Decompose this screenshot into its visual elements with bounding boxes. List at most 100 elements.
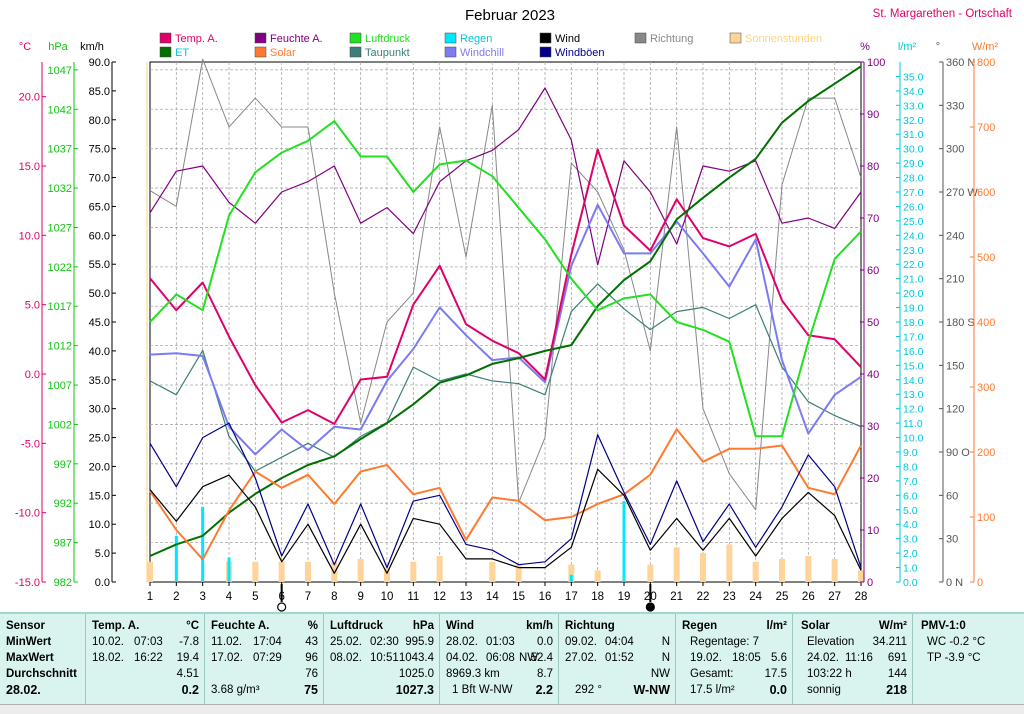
x-tick-label: 15 xyxy=(512,591,525,603)
dir-tick-label: 330 xyxy=(946,100,964,112)
x-tick-label: 3 xyxy=(199,591,205,603)
legend-label-richtung: Richtung xyxy=(650,33,693,45)
pct-tick-label: 50 xyxy=(867,317,879,329)
solar-tick-label: 100 xyxy=(977,512,995,524)
solar-tick-label: 400 xyxy=(977,317,995,329)
temp-max-value: 19.4 xyxy=(176,652,199,664)
direction-max-value: N xyxy=(661,652,670,664)
kmh-tick-label: 25.0 xyxy=(89,433,110,445)
kmh-tick-label: 15.0 xyxy=(89,490,110,502)
x-tick-label: 11 xyxy=(407,591,419,603)
rain-tick-label: 13.0 xyxy=(903,389,924,401)
rain-tick-label: 31.0 xyxy=(903,129,924,141)
dir-unit-label: ° xyxy=(936,41,940,53)
solar-max-date: 24.02. xyxy=(807,652,839,664)
wind-header: Wind xyxy=(446,620,474,632)
x-tick-label: 21 xyxy=(670,591,683,603)
humidity-max-time: 07:29 xyxy=(253,652,282,664)
rain-tick-label: 22.0 xyxy=(903,259,924,271)
rain-stats: Regen l/m² Regentage: 7 19.02. 18:05 5.6 Ge… xyxy=(676,614,793,706)
temp-tick-label: 15.0 xyxy=(19,161,40,173)
pressure-max-value: 1043.4 xyxy=(398,652,434,664)
kmh-tick-label: 80.0 xyxy=(89,115,110,127)
dir-tick-label: 30 xyxy=(946,534,958,546)
rain-max-time: 18:05 xyxy=(732,652,761,664)
dir-tick-label: 180 S xyxy=(946,317,975,329)
hpa-tick-label: 987 xyxy=(54,538,72,550)
bar-regen-day-4 xyxy=(227,557,231,582)
wind-max-direction: NW xyxy=(519,652,539,664)
legend-swatch-windchill xyxy=(444,46,457,58)
dir-tick-label: 60 xyxy=(946,490,958,502)
rain-tick-label: 4.0 xyxy=(903,519,918,531)
kmh-tick-label: 5.0 xyxy=(95,548,110,560)
legend-swatch-et xyxy=(159,46,172,58)
temp-tick-label: 20.0 xyxy=(19,92,40,104)
direction-min-value: N xyxy=(661,636,670,648)
rain-tick-label: 24.0 xyxy=(903,230,924,242)
hpa-tick-label: 1032 xyxy=(48,183,72,195)
legend-label-regen: Regen xyxy=(460,33,492,45)
hpa-tick-label: 1012 xyxy=(48,341,72,353)
pmv-header: PMV-1:0 xyxy=(921,620,966,632)
temp-max-date: 18.02. xyxy=(92,652,124,664)
bar-sonnenstunden-day-14 xyxy=(489,561,496,582)
solar-tick-label: 600 xyxy=(977,187,995,199)
pct-tick-label: 0 xyxy=(867,577,873,589)
dir-tick-label: 210 xyxy=(946,274,964,286)
hpa-tick-label: 982 xyxy=(54,577,72,589)
temp-tick-label: -15.0 xyxy=(15,577,40,589)
dir-tick-label: 90 O xyxy=(946,447,970,459)
kmh-tick-label: 55.0 xyxy=(89,259,110,271)
rain-current-value: 0.0 xyxy=(769,683,787,697)
series-line-windben xyxy=(149,422,862,569)
x-tick-label: 26 xyxy=(802,591,815,603)
pressure-max-time: 10:51 xyxy=(370,652,399,664)
kmh-tick-label: 50.0 xyxy=(89,288,110,300)
pressure-avg-value: 1025.0 xyxy=(398,668,434,680)
legend-swatch-wind xyxy=(539,32,552,44)
sensor-column: Sensor MinWert MaxWert Durchschnitt 28.0… xyxy=(0,614,86,706)
bar-sonnenstunden-day-20 xyxy=(647,564,654,582)
weather-chart: Februar 2023 St. Margarethen - Ortschaft… xyxy=(14,7,1013,612)
pct-tick-label: 80 xyxy=(867,161,879,173)
wind-avg-value: 8.7 xyxy=(537,668,553,680)
x-tick-label: 27 xyxy=(828,591,841,603)
pct-tick-label: 40 xyxy=(867,369,879,381)
legend-swatch-richtung xyxy=(634,32,647,44)
bar-sonnenstunden-day-10 xyxy=(384,567,390,582)
series-line-solar xyxy=(149,428,862,561)
solar-elevation-label: Elevation xyxy=(807,636,855,648)
rain-tick-label: 16.0 xyxy=(903,346,924,358)
solar-unit-label: W/m² xyxy=(972,41,999,53)
legend-label-et: ET xyxy=(175,47,189,59)
pressure-min-date: 25.02. xyxy=(330,636,362,648)
solar-max-value: 691 xyxy=(887,652,907,664)
legend-swatch-taupunkt xyxy=(349,46,362,58)
rain-tick-label: 32.0 xyxy=(903,115,924,127)
pct-unit-label: % xyxy=(860,41,870,53)
humidity-min-date: 11.02. xyxy=(211,636,243,648)
marker-open-circle-day-6 xyxy=(277,602,287,612)
legend-label-tempa: Temp. A. xyxy=(175,33,218,45)
direction-min-time: 04:04 xyxy=(605,636,634,648)
direction-min-date: 09.02. xyxy=(565,636,597,648)
humidity-min-value: 43 xyxy=(305,636,318,648)
wind-min-date: 28.02. xyxy=(446,636,478,648)
rain-tick-label: 5.0 xyxy=(903,505,918,517)
rain-tick-label: 33.0 xyxy=(903,100,924,112)
humidity-current-value: 75 xyxy=(304,683,318,697)
rain-unit: l/m² xyxy=(766,620,787,632)
bar-regen-day-3 xyxy=(201,506,205,582)
humidity-absolute: 3.68 g/m³ xyxy=(211,684,260,696)
kmh-tick-label: 65.0 xyxy=(89,201,110,213)
axis-unit-labels: °C hPa km/h % l/m² ° W/m² xyxy=(19,41,999,53)
hpa-unit-label: hPa xyxy=(48,41,68,53)
rain-tick-label: 0.0 xyxy=(903,577,918,589)
direction-stats: Richtung 09.02. 04:04 N 27.02. 01:52 N NW 29… xyxy=(559,614,676,706)
x-tick-label: 9 xyxy=(357,591,363,603)
series-line-richtung xyxy=(149,58,862,511)
legend-label-luftdruck: Luftdruck xyxy=(365,33,411,45)
x-tick-label: 18 xyxy=(591,591,604,603)
x-tick-label: 19 xyxy=(618,591,631,603)
